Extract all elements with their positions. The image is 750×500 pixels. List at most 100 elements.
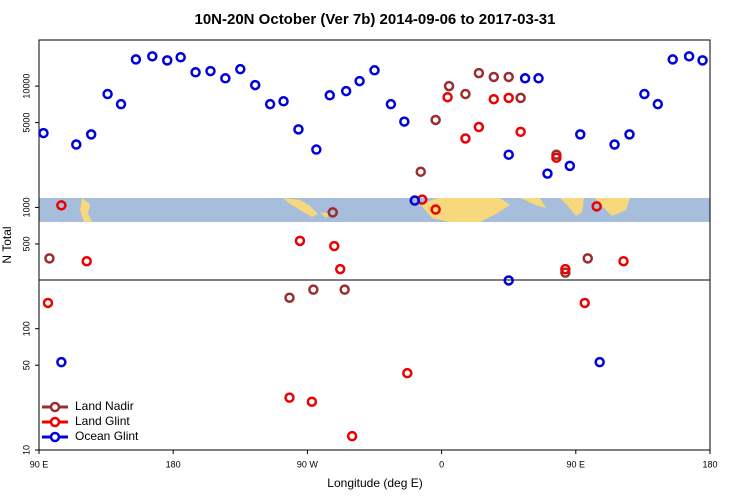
chart-title: 10N-20N October (Ver 7b) 2014-09-06 to 2…	[194, 11, 555, 28]
point	[235, 63, 246, 75]
point	[249, 79, 261, 91]
y-tick-label: 1000	[21, 197, 31, 217]
point	[430, 114, 441, 126]
point	[402, 367, 413, 379]
point	[284, 292, 295, 303]
point	[85, 129, 97, 140]
legend-marker	[49, 416, 61, 428]
x-axis-label: Longitude (deg E)	[327, 476, 422, 490]
point	[409, 195, 421, 206]
legend-marker	[49, 431, 61, 443]
point	[519, 73, 531, 84]
y-tick-label: 500	[21, 236, 31, 251]
legend-label: Land Glint	[75, 414, 130, 428]
point	[697, 55, 708, 66]
point	[327, 207, 338, 218]
legend-label: Land Nadir	[75, 399, 134, 413]
point	[473, 121, 485, 133]
point	[594, 356, 605, 368]
point	[503, 71, 514, 83]
point	[488, 71, 500, 83]
legend-marker	[49, 401, 61, 413]
point	[618, 255, 629, 267]
point	[533, 73, 544, 84]
point	[652, 98, 664, 110]
point	[284, 392, 295, 403]
point	[460, 88, 471, 100]
point	[56, 356, 67, 368]
point	[324, 90, 336, 101]
point	[339, 284, 350, 295]
x-tick-label: 180	[702, 459, 717, 469]
point	[115, 98, 127, 110]
point	[560, 267, 571, 278]
map-band	[39, 198, 710, 222]
point	[515, 92, 526, 104]
point	[44, 253, 55, 264]
x-tick-label: 90 W	[297, 459, 319, 469]
x-tick-label: 90 E	[30, 459, 49, 469]
point	[564, 160, 576, 172]
point	[205, 65, 216, 77]
point	[264, 98, 276, 110]
point	[311, 144, 322, 155]
point	[579, 297, 590, 309]
point	[220, 73, 231, 84]
point	[328, 240, 340, 252]
plot-frame	[38, 39, 711, 451]
point	[56, 200, 67, 211]
point	[161, 55, 173, 66]
point	[443, 80, 455, 92]
y-tick-label: 100	[21, 321, 31, 336]
point	[340, 85, 352, 97]
point	[385, 98, 397, 110]
point	[354, 75, 365, 87]
y-tick-label: 10000	[21, 74, 31, 99]
point	[624, 129, 635, 140]
point	[488, 93, 500, 105]
point	[460, 133, 471, 144]
point	[591, 201, 602, 212]
y-tick-label: 10	[21, 445, 31, 455]
point	[667, 54, 678, 65]
point	[42, 297, 54, 309]
point	[306, 396, 318, 407]
legend-label: Ocean Glint	[75, 429, 139, 443]
point	[473, 67, 485, 79]
y-axis-label: N Total	[0, 226, 14, 263]
point	[399, 116, 410, 127]
point	[503, 92, 514, 104]
point	[293, 124, 304, 135]
point	[639, 88, 650, 100]
y-tick-label: 50	[21, 360, 31, 370]
point	[190, 67, 201, 78]
point	[334, 263, 346, 275]
point	[503, 149, 514, 160]
point	[442, 91, 453, 103]
point	[278, 96, 289, 107]
point	[515, 126, 526, 138]
point	[369, 65, 380, 76]
point	[542, 168, 553, 179]
point	[147, 51, 158, 62]
x-tick-label: 90 E	[567, 459, 586, 469]
point	[560, 263, 571, 275]
point	[294, 235, 306, 247]
point	[308, 284, 319, 295]
point	[415, 166, 426, 177]
point	[609, 139, 620, 150]
point	[175, 51, 186, 63]
point	[575, 129, 586, 140]
point	[130, 54, 142, 65]
x-tick-label: 0	[439, 459, 444, 469]
point	[582, 253, 593, 264]
point	[551, 152, 562, 163]
point	[503, 275, 514, 286]
point	[81, 255, 92, 267]
point	[71, 139, 82, 150]
point	[346, 430, 358, 442]
point	[38, 127, 49, 139]
point	[102, 88, 113, 100]
x-tick-label: 180	[166, 459, 181, 469]
